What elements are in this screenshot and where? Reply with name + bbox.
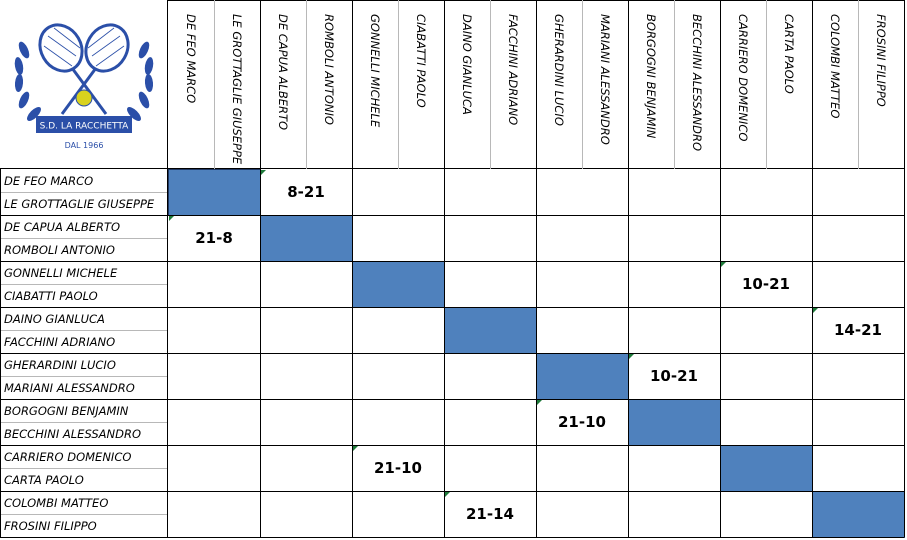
tennis-ball-icon	[75, 89, 93, 107]
grid-line	[0, 238, 168, 239]
match-score: 8-21	[287, 183, 325, 201]
comment-marker-icon	[721, 262, 726, 267]
comment-marker-icon	[169, 216, 174, 221]
column-player-name: ROMBOLI ANTONIO	[322, 14, 336, 125]
grid-line	[582, 0, 583, 169]
grid-line	[0, 284, 168, 285]
self-match-cell	[260, 215, 353, 262]
row-player-name: FROSINI FILIPPO	[4, 519, 97, 533]
grid-line	[0, 330, 168, 331]
column-player-name: FACCHINI ADRIANO	[506, 14, 520, 126]
grid-line	[858, 0, 859, 169]
row-player-name: COLOMBI MATTEO	[4, 496, 109, 510]
grid-line	[0, 168, 904, 169]
grid-line	[0, 537, 904, 538]
column-player-name: CIABATTI PAOLO	[414, 14, 428, 108]
grid-line	[167, 0, 168, 537]
self-match-cell	[536, 353, 629, 400]
row-player-name: FACCHINI ADRIANO	[4, 335, 116, 349]
grid-line	[628, 0, 629, 537]
column-player-name: DE CAPUA ALBERTO	[276, 14, 290, 131]
grid-line	[490, 0, 491, 169]
row-player-name: CARTA PAOLO	[4, 473, 84, 487]
grid-line	[0, 215, 904, 216]
grid-line	[306, 0, 307, 169]
column-player-name: MARIANI ALESSANDRO	[598, 14, 612, 145]
column-player-name: DE FEO MARCO	[184, 14, 198, 104]
grid-line	[0, 192, 168, 193]
club-name-banner	[36, 116, 132, 133]
grid-line	[0, 307, 904, 308]
row-player-name: GHERARDINI LUCIO	[4, 358, 116, 372]
row-player-name: MARIANI ALESSANDRO	[4, 381, 135, 395]
grid-line	[0, 491, 904, 492]
club-since: DAL 1966	[65, 141, 104, 150]
comment-marker-icon	[353, 446, 358, 451]
club-logo: S.D. LA RACCHETTA DAL 1966	[14, 23, 154, 150]
tennis-rackets-icon	[38, 23, 130, 115]
comment-marker-icon	[445, 492, 450, 497]
grid-line	[0, 445, 904, 446]
grid-line	[352, 0, 353, 537]
row-player-name: BORGOGNI BENJAMIN	[4, 404, 129, 418]
match-score: 10-21	[742, 275, 790, 293]
match-score: 21-10	[374, 459, 422, 477]
self-match-cell	[812, 491, 905, 538]
match-score: 10-21	[650, 367, 698, 385]
column-player-name: GONNELLI MICHELE	[368, 14, 382, 128]
row-player-name: DE FEO MARCO	[4, 174, 94, 188]
grid-line	[0, 399, 904, 400]
grid-line	[0, 422, 168, 423]
column-player-name: DAINO GIANLUCA	[460, 14, 474, 115]
grid-line	[444, 0, 445, 537]
grid-line	[398, 0, 399, 169]
grid-line	[0, 468, 168, 469]
match-score: 21-8	[195, 229, 233, 247]
grid-line	[766, 0, 767, 169]
column-player-name: BORGOGNI BENJAMIN	[644, 14, 658, 139]
grid-line	[0, 261, 904, 262]
match-score: 21-10	[558, 413, 606, 431]
row-player-name: ROMBOLI ANTONIO	[4, 243, 115, 257]
grid-line	[674, 0, 675, 169]
row-player-name: DAINO GIANLUCA	[4, 312, 105, 326]
grid-line	[720, 0, 721, 537]
row-player-name: BECCHINI ALESSANDRO	[4, 427, 142, 441]
row-player-name: DE CAPUA ALBERTO	[4, 220, 121, 234]
column-player-name: BECCHINI ALESSANDRO	[690, 14, 704, 152]
row-player-name: CARRIERO DOMENICO	[4, 450, 132, 464]
grid-line	[0, 169, 1, 537]
self-match-cell	[444, 307, 537, 354]
grid-line	[0, 353, 904, 354]
match-score: 14-21	[834, 321, 882, 339]
grid-line	[214, 0, 215, 169]
club-name: S.D. LA RACCHETTA	[40, 122, 130, 132]
column-player-name: CARTA PAOLO	[782, 14, 796, 94]
self-match-cell	[628, 399, 721, 446]
column-player-name: COLOMBI MATTEO	[828, 14, 842, 119]
grid-line	[904, 0, 905, 537]
comment-marker-icon	[261, 170, 266, 175]
grid-line	[536, 0, 537, 537]
grid-line	[812, 0, 813, 537]
column-player-name: FROSINI FILIPPO	[874, 14, 888, 107]
column-player-name: CARRIERO DOMENICO	[736, 14, 750, 142]
laurel-wreath-icon	[14, 41, 154, 121]
row-player-name: GONNELLI MICHELE	[4, 266, 118, 280]
grid-line	[0, 514, 168, 515]
comment-marker-icon	[629, 354, 634, 359]
self-match-cell	[720, 445, 813, 492]
self-match-cell	[352, 261, 445, 308]
row-player-name: LE GROTTAGLIE GIUSEPPE	[4, 197, 155, 211]
column-player-name: GHERARDINI LUCIO	[552, 14, 566, 126]
comment-marker-icon	[537, 400, 542, 405]
self-match-cell	[168, 169, 261, 216]
grid-line	[0, 376, 168, 377]
match-score: 21-14	[466, 505, 514, 523]
grid-line	[260, 0, 261, 537]
row-player-name: CIABATTI PAOLO	[4, 289, 98, 303]
comment-marker-icon	[813, 308, 818, 313]
column-player-name: LE GROTTAGLIE GIUSEPPE	[230, 14, 244, 165]
